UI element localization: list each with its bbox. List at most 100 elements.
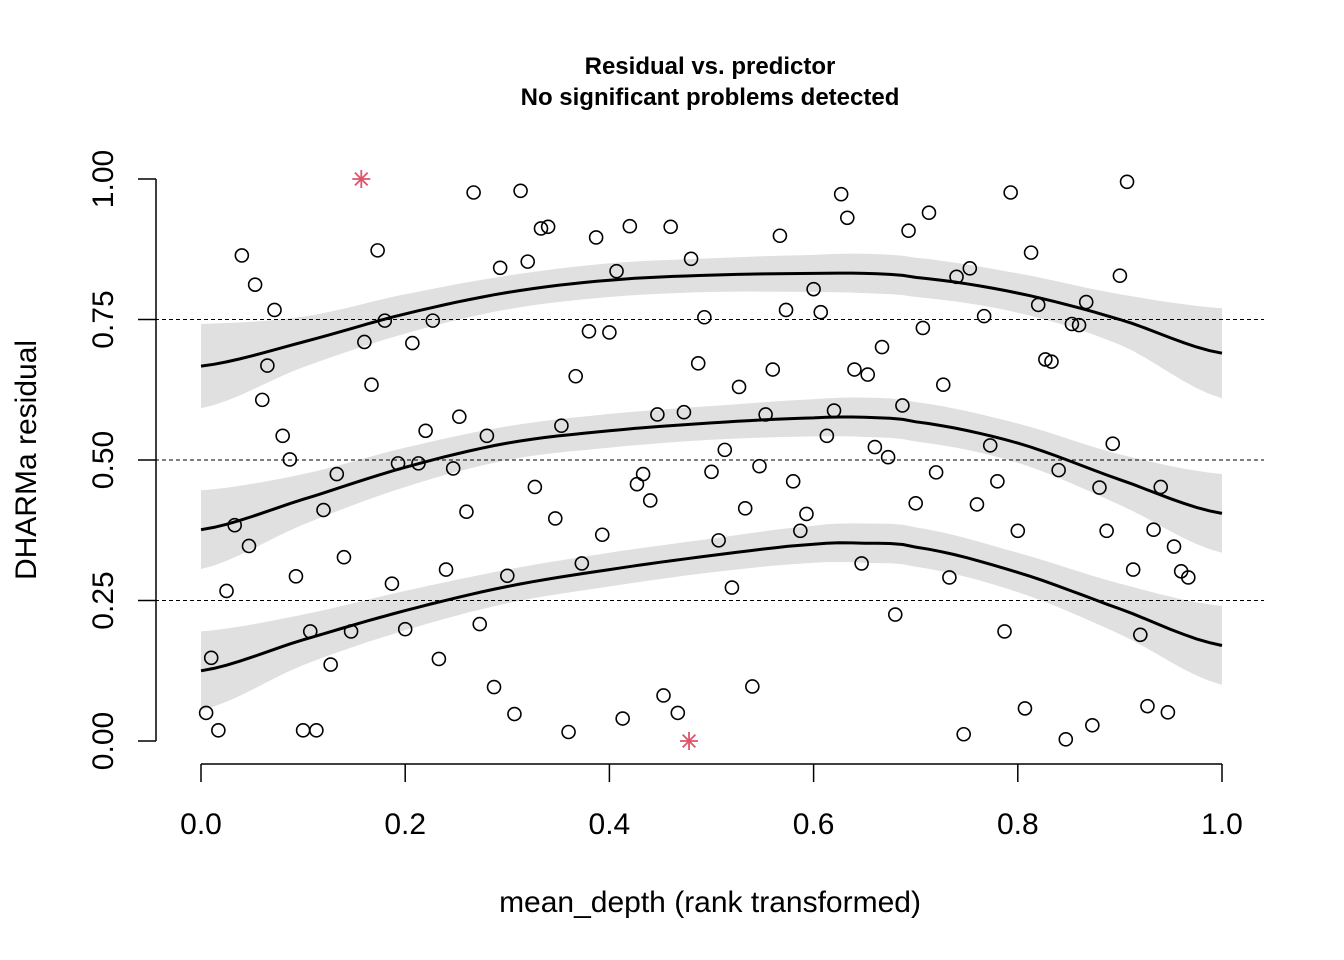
data-point xyxy=(1105,436,1121,452)
data-point xyxy=(928,465,944,480)
data-point xyxy=(431,651,447,667)
data-point xyxy=(1030,297,1046,313)
data-point xyxy=(329,466,345,482)
data-point xyxy=(839,210,855,226)
x-axis: 0.0 0.2 0.4 0.6 0.8 1.0 xyxy=(180,763,1243,841)
data-point xyxy=(1017,701,1033,716)
data-point xyxy=(758,407,773,422)
data-point xyxy=(568,368,584,384)
data-point xyxy=(377,313,393,328)
data-point xyxy=(1051,462,1066,478)
data-point xyxy=(949,269,964,285)
y-tick-label: 0.25 xyxy=(87,571,120,629)
data-point xyxy=(1044,354,1059,369)
data-point xyxy=(1038,352,1053,367)
data-point xyxy=(1133,627,1148,643)
data-point xyxy=(908,495,924,511)
data-point xyxy=(459,504,474,520)
x-tick-label: 0.0 xyxy=(180,808,222,841)
x-tick-label: 0.8 xyxy=(997,808,1039,841)
data-point xyxy=(690,356,706,371)
outlier-points xyxy=(352,170,699,750)
chart-title: Residual vs. predictor xyxy=(585,53,836,80)
data-point xyxy=(499,568,515,584)
y-tick-label: 0.50 xyxy=(87,431,120,489)
data-point xyxy=(997,624,1012,639)
data-point xyxy=(247,277,263,292)
data-point xyxy=(1010,523,1026,539)
data-point xyxy=(357,334,372,350)
data-point xyxy=(982,438,998,453)
data-point xyxy=(1023,245,1039,260)
data-point xyxy=(397,621,413,637)
data-point xyxy=(282,452,298,467)
y-tick-label: 1.00 xyxy=(87,150,120,208)
data-point xyxy=(452,409,467,425)
data-point xyxy=(241,538,257,554)
data-point xyxy=(942,570,957,585)
data-point xyxy=(1078,294,1094,310)
curve-q0.25 xyxy=(200,541,1223,673)
x-tick-label: 0.4 xyxy=(589,808,631,841)
data-point xyxy=(860,367,876,382)
outlier-point xyxy=(352,170,371,188)
data-point xyxy=(309,723,324,738)
data-point xyxy=(1146,522,1161,537)
reference-lines xyxy=(141,319,1264,601)
data-point xyxy=(260,358,275,373)
data-point xyxy=(867,439,883,455)
data-point xyxy=(683,251,699,267)
data-point xyxy=(778,302,794,318)
data-point xyxy=(921,205,937,221)
data-point xyxy=(227,517,242,533)
outlier-stroke xyxy=(354,171,369,187)
data-point xyxy=(588,230,604,245)
curve-q0.75 xyxy=(200,271,1223,368)
residual-points xyxy=(198,174,1196,747)
data-point xyxy=(622,218,638,234)
data-point xyxy=(833,186,849,202)
band-q0.75 xyxy=(201,253,1222,409)
data-point xyxy=(826,403,842,418)
x-axis-label: mean_depth (rank transformed) xyxy=(499,886,921,919)
data-point xyxy=(211,723,226,738)
data-point xyxy=(1160,705,1176,720)
data-point xyxy=(656,688,671,703)
data-point xyxy=(609,263,624,279)
data-point xyxy=(602,325,617,340)
data-point xyxy=(288,569,304,584)
data-point xyxy=(466,185,481,200)
data-point xyxy=(1003,185,1018,200)
data-point xyxy=(990,474,1005,489)
data-point xyxy=(411,456,426,471)
data-point xyxy=(1058,732,1074,747)
data-point xyxy=(520,254,536,269)
data-point xyxy=(711,533,726,548)
data-point xyxy=(418,423,433,439)
x-tick-label: 0.2 xyxy=(384,808,426,841)
y-axis-label: DHARMa residual xyxy=(10,340,43,580)
data-point xyxy=(594,527,610,543)
data-point xyxy=(650,407,665,422)
data-point xyxy=(540,219,556,235)
data-point xyxy=(561,724,576,740)
data-point xyxy=(1166,539,1182,554)
data-point xyxy=(554,418,569,434)
data-point xyxy=(390,456,406,471)
data-point xyxy=(935,377,951,392)
data-point xyxy=(234,248,250,263)
data-point xyxy=(745,679,760,694)
data-point xyxy=(472,616,488,632)
data-point xyxy=(479,428,495,444)
outlier-stroke xyxy=(682,733,697,749)
data-point xyxy=(492,260,508,276)
data-point xyxy=(336,549,352,565)
data-point xyxy=(793,523,808,539)
data-point xyxy=(323,657,338,672)
data-point xyxy=(581,324,597,339)
data-point xyxy=(1071,317,1087,333)
data-point xyxy=(765,362,781,377)
data-point xyxy=(962,261,978,276)
y-tick-label: 0.75 xyxy=(87,290,120,348)
x-tick-label: 1.0 xyxy=(1201,808,1243,841)
